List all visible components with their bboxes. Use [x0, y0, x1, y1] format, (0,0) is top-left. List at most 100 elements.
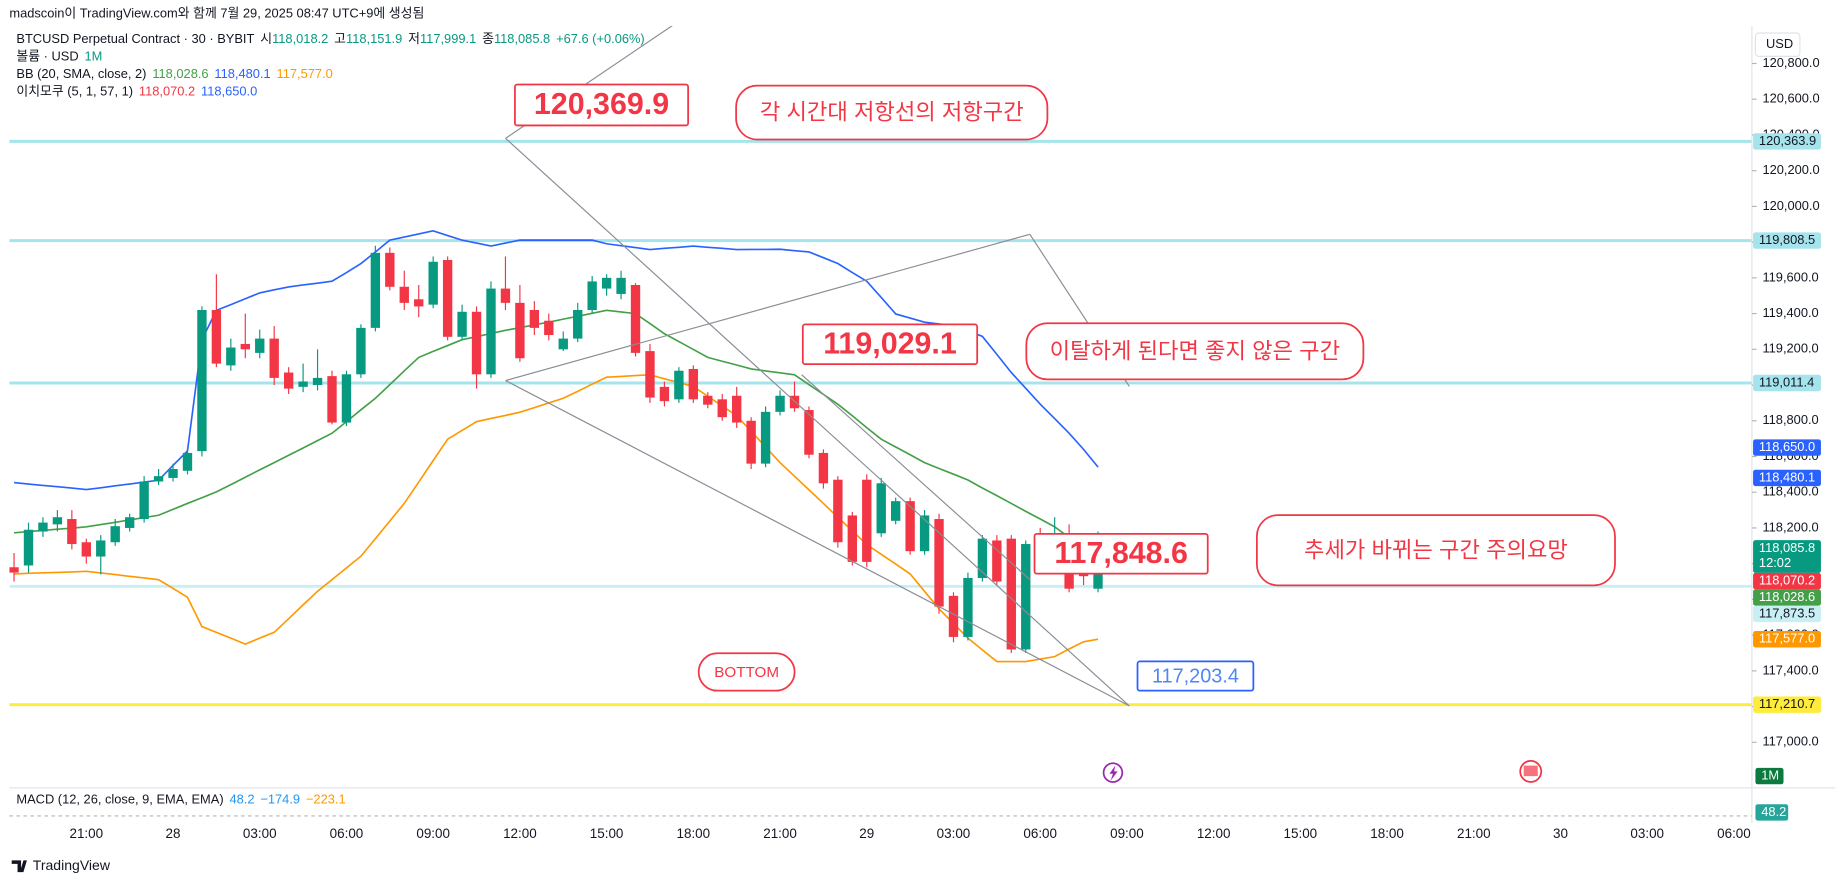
ohlc-value: 117,999.1: [420, 31, 476, 46]
candle-body: [818, 452, 829, 484]
candle-body: [370, 252, 381, 328]
y-tick-label: 117,000.0: [1762, 734, 1818, 749]
price-label-box: [1753, 605, 1821, 623]
band-line: [13, 230, 1099, 491]
legend-macd: MACD (12, 26, close, 9, EMA, EMA) 48.2 −17…: [16, 792, 345, 807]
candle-body: [573, 310, 583, 339]
callout-text: 119,029.1: [823, 326, 957, 360]
price-label-box: [1753, 589, 1821, 606]
volume: 볼륨 · USD: [16, 49, 78, 64]
candle-body: [124, 517, 135, 528]
volume-value: 1M: [84, 49, 102, 64]
candle-body: [356, 327, 366, 375]
price-label-box: [1753, 469, 1821, 487]
x-tick-label: 18:00: [1370, 826, 1404, 841]
candle-body: [833, 479, 843, 543]
callout-text: 각 시간대 저항선의 저항구간: [760, 100, 1024, 125]
price-label: 118,480.1: [1759, 469, 1815, 484]
price-label: 118,070.2: [1759, 573, 1815, 588]
bb-value: 118,028.6: [152, 67, 208, 82]
candle-body: [890, 501, 901, 521]
y-tick-label: 119,400.0: [1762, 305, 1818, 320]
callout-box: [514, 83, 690, 127]
candle-body: [948, 595, 959, 637]
candle-body: [197, 310, 207, 452]
x-tick-label: 21:00: [763, 826, 797, 841]
y-tick-label: 120,200.0: [1762, 162, 1819, 177]
callout-text: 120,369.9: [534, 87, 669, 121]
trend-line: [505, 137, 1130, 707]
bb-value: 118,480.1: [214, 67, 270, 82]
header: madscoin이 TradingView.com와 함께 7월 29, 202…: [9, 6, 424, 21]
candle-body: [919, 515, 930, 552]
candle-body: [1006, 538, 1016, 650]
ohlc-value: 118,085.8: [494, 31, 550, 46]
candle-body: [977, 538, 988, 578]
candle-body: [428, 261, 438, 305]
x-tick-label: 03:00: [937, 826, 971, 841]
candle-body: [616, 277, 626, 294]
ohlc-label: 시: [260, 31, 272, 46]
candle-body: [457, 311, 467, 337]
lightning: [1109, 765, 1118, 781]
price-label-box: [1753, 232, 1821, 249]
candle-body: [327, 376, 337, 423]
y-tick-label: 119,600.0: [1762, 269, 1818, 284]
x-tick-label: 09:00: [1110, 826, 1144, 841]
candle-body: [9, 567, 19, 573]
candle-body: [414, 299, 424, 307]
candle-body: [486, 288, 496, 375]
volume-axis-box: [1755, 767, 1784, 785]
candle-body: [23, 529, 34, 566]
trend-line: [505, 380, 1130, 707]
band-line: [13, 309, 1099, 560]
macd-axis-label: 48.2: [1761, 804, 1786, 819]
callout-box: [1256, 514, 1616, 587]
x-tick-label: 29: [859, 826, 874, 841]
candle-body: [630, 284, 641, 353]
callout-box: [697, 652, 796, 692]
candle-body: [558, 338, 568, 350]
change: +67.6 (+0.06%): [556, 31, 645, 46]
candle-body: [96, 540, 106, 557]
candle-body: [471, 311, 482, 375]
price-label-box: [1753, 540, 1821, 573]
candle-body: [775, 395, 785, 412]
x-tick-label: 12:00: [503, 826, 537, 841]
x-tick-label: 06:00: [1023, 826, 1057, 841]
x-tick-label: 18:00: [677, 826, 711, 841]
flag: [1523, 765, 1538, 777]
annotations: 120,369.9 각 시간대 저항선의 저항구간 119,029.1 이탈하게 된다…: [514, 83, 1616, 692]
macd-axis-box: [1755, 804, 1789, 821]
x-tick-label: 30: [1553, 826, 1568, 841]
band-line: [14, 374, 1099, 663]
x-tick-label: 21:00: [69, 826, 103, 841]
currency-box: [1754, 32, 1801, 57]
price-label-box: [1753, 696, 1821, 713]
legend-symbol: BTCUSD Perpetual Contract · 30 · BYBIT 시1…: [16, 31, 644, 46]
candle-body: [703, 395, 713, 405]
candle-body: [847, 515, 857, 562]
price-label: 117,210.7: [1759, 696, 1815, 711]
candle-body: [529, 310, 540, 328]
y-tick-label: 119,200.0: [1762, 341, 1818, 356]
trend-line: [505, 233, 1031, 382]
candle-body: [182, 452, 193, 471]
candle-body: [500, 288, 511, 303]
candle-body: [905, 501, 915, 552]
x-tick-label: 15:00: [590, 826, 624, 841]
candle-body: [240, 343, 250, 350]
macd: MACD (12, 26, close, 9, EMA, EMA): [16, 792, 223, 807]
x-tick-label: 06:00: [1717, 826, 1751, 841]
candle-body: [674, 370, 684, 400]
candle-body: [38, 522, 48, 532]
candle-body: [298, 381, 308, 387]
ohlc-label: 종: [482, 31, 494, 46]
callout-box: [1136, 660, 1255, 692]
bb-value: 117,577.0: [277, 67, 333, 82]
logo: [11, 860, 27, 873]
price-label-box: [1753, 133, 1821, 150]
candle-body: [760, 411, 771, 464]
